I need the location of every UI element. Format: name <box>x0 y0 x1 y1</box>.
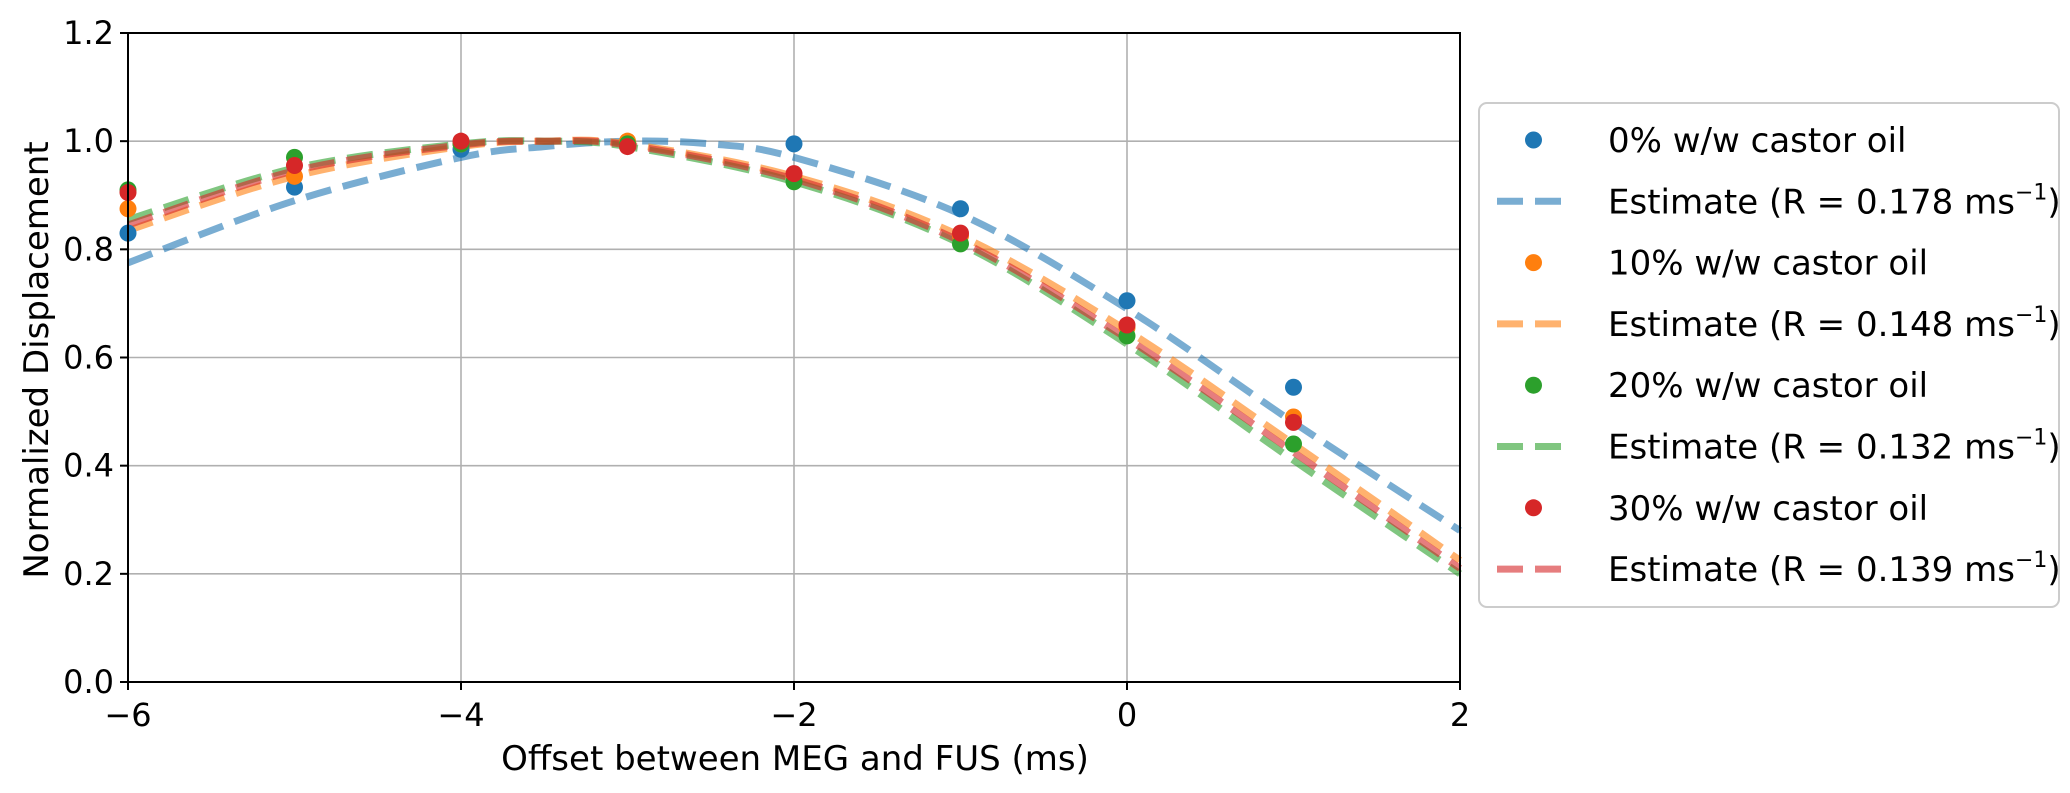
x-tick-label: −6 <box>104 696 151 734</box>
legend-estimate-text: Estimate (R = 0.178 ms <box>1608 182 2015 222</box>
legend-label: 30% w/w castor oil <box>1608 489 1928 529</box>
plot-frame <box>127 32 1461 683</box>
data-point <box>952 200 969 218</box>
x-tick-label: −4 <box>437 696 484 734</box>
y-tick-label: 0.0 <box>63 663 114 701</box>
legend-marker <box>1525 254 1542 272</box>
legend-close-paren: ) <box>2047 550 2060 590</box>
legend-estimate-label: Estimate (R = 0.132 ms−1) <box>1608 426 2061 468</box>
legend-estimate-label: Estimate (R = 0.148 ms−1) <box>1608 303 2061 345</box>
y-tick-label: 0.8 <box>63 230 114 268</box>
legend-close-paren: ) <box>2047 428 2060 468</box>
data-point <box>1285 435 1302 453</box>
x-tick-label: 0 <box>1117 696 1137 734</box>
data-point <box>785 165 803 183</box>
legend-marker <box>1525 131 1542 149</box>
y-tick-label: 1.2 <box>63 14 114 52</box>
y-tick-label: 0.6 <box>63 339 114 377</box>
legend-marker <box>1525 499 1542 517</box>
legend-close-paren: ) <box>2047 182 2060 222</box>
legend-frame <box>1478 102 2060 608</box>
grid <box>127 32 1461 683</box>
legend-label: 10% w/w castor oil <box>1608 244 1928 284</box>
legend-label: 0% w/w castor oil <box>1608 121 1906 161</box>
legend-label: 20% w/w castor oil <box>1608 366 1928 406</box>
data-point <box>1285 413 1302 431</box>
estimate-curve-3 <box>126 137 1463 572</box>
legend-estimate-label: Estimate (R = 0.139 ms−1) <box>1608 548 2061 590</box>
data-point <box>286 157 303 175</box>
legend-marker <box>1525 376 1542 394</box>
data-point <box>1285 378 1302 396</box>
legend-unit-superscript: −1 <box>2015 180 2047 205</box>
legend-unit-superscript: −1 <box>2015 548 2047 573</box>
x-tick-label: −2 <box>770 696 817 734</box>
estimate-curve-0 <box>126 137 1462 534</box>
y-tick-label: 0.4 <box>63 447 114 485</box>
y-tick-label: 1.0 <box>63 122 114 160</box>
axes <box>120 32 1461 690</box>
legend-estimate-text: Estimate (R = 0.148 ms <box>1608 305 2015 345</box>
data-point <box>619 138 636 156</box>
x-tick-label: 2 <box>1450 696 1470 734</box>
legend-estimate-label: Estimate (R = 0.178 ms−1) <box>1608 180 2061 222</box>
legend-unit-superscript: −1 <box>2015 426 2047 451</box>
data-point <box>1118 292 1136 310</box>
data-point <box>1118 316 1136 334</box>
y-tick-label: 0.2 <box>63 555 114 593</box>
legend-estimate-text: Estimate (R = 0.132 ms <box>1608 428 2015 468</box>
data-point <box>785 135 803 153</box>
legend-unit-superscript: −1 <box>2015 303 2047 328</box>
x-axis-label: Offset between MEG and FUS (ms) <box>501 739 1089 779</box>
legend-close-paren: ) <box>2047 305 2060 345</box>
estimate-curves <box>126 136 1463 577</box>
data-point <box>952 224 969 242</box>
tick-labels: −6 −4 −2 0 2 0.0 0.2 0.4 0.6 0.8 1.0 1.2 <box>63 14 1470 734</box>
data-points <box>119 132 1302 453</box>
legend-estimate-text: Estimate (R = 0.139 ms <box>1608 550 2015 590</box>
y-axis-label: Normalized Displacement <box>17 141 57 578</box>
data-point <box>452 132 470 150</box>
